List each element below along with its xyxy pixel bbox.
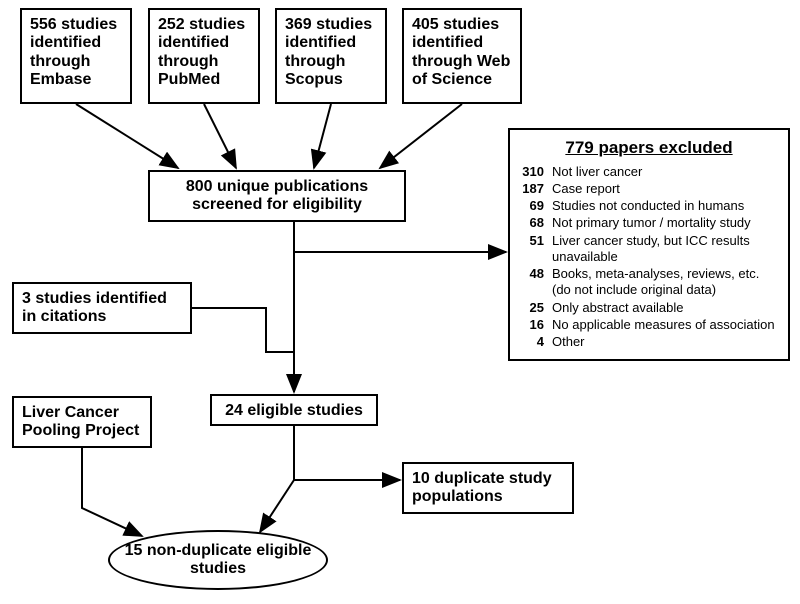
excluded-count: 310 [520,164,552,180]
excluded-row: 69Studies not conducted in humans [520,198,778,214]
excluded-count: 16 [520,317,552,333]
excluded-count: 25 [520,300,552,316]
source-text: 369 studies identified through Scopus [285,16,372,88]
excluded-row: 187Case report [520,181,778,197]
source-box-pubmed: 252 studies identified through PubMed [148,8,260,104]
excluded-reason: Only abstract available [552,300,778,316]
excluded-row: 310Not liver cancer [520,164,778,180]
excluded-row: 4Other [520,334,778,350]
source-text: 405 studies identified through Web of Sc… [412,16,510,88]
excluded-row: 25Only abstract available [520,300,778,316]
excluded-row: 68Not primary tumor / mortality study [520,215,778,231]
excluded-count: 4 [520,334,552,350]
duplicates-box: 10 duplicate study populations [402,462,574,514]
screened-text: 800 unique publications screened for eli… [186,178,368,213]
excluded-reason: Books, meta-analyses, reviews, etc. (do … [552,266,778,299]
excluded-box: 779 papers excluded 310Not liver cancer1… [508,128,790,361]
duplicates-text: 10 duplicate study populations [412,470,552,505]
screened-box: 800 unique publications screened for eli… [148,170,406,222]
pooling-text: Liver Cancer Pooling Project [22,404,139,439]
excluded-reason: No applicable measures of association [552,317,778,333]
eligible-text: 24 eligible studies [225,402,363,419]
excluded-reason: Liver cancer study, but ICC results unav… [552,233,778,266]
excluded-reason: Case report [552,181,778,197]
excluded-count: 51 [520,233,552,249]
source-box-scopus: 369 studies identified through Scopus [275,8,387,104]
source-text: 556 studies identified through Embase [30,16,117,88]
excluded-row: 51Liver cancer study, but ICC results un… [520,233,778,266]
source-box-embase: 556 studies identified through Embase [20,8,132,104]
final-text: 15 non-duplicate eligible studies [114,542,322,578]
excluded-count: 187 [520,181,552,197]
excluded-list: 310Not liver cancer187Case report69Studi… [520,164,778,351]
excluded-count: 48 [520,266,552,282]
excluded-title: 779 papers excluded [520,138,778,158]
final-ellipse: 15 non-duplicate eligible studies [108,530,328,590]
excluded-count: 68 [520,215,552,231]
source-text: 252 studies identified through PubMed [158,16,245,88]
citations-text: 3 studies identified in citations [22,290,167,325]
citations-box: 3 studies identified in citations [12,282,192,334]
source-box-wos: 405 studies identified through Web of Sc… [402,8,522,104]
excluded-reason: Not liver cancer [552,164,778,180]
pooling-box: Liver Cancer Pooling Project [12,396,152,448]
excluded-row: 48Books, meta-analyses, reviews, etc. (d… [520,266,778,299]
excluded-reason: Studies not conducted in humans [552,198,778,214]
excluded-row: 16No applicable measures of association [520,317,778,333]
excluded-count: 69 [520,198,552,214]
eligible-box: 24 eligible studies [210,394,378,426]
excluded-reason: Not primary tumor / mortality study [552,215,778,231]
excluded-reason: Other [552,334,778,350]
